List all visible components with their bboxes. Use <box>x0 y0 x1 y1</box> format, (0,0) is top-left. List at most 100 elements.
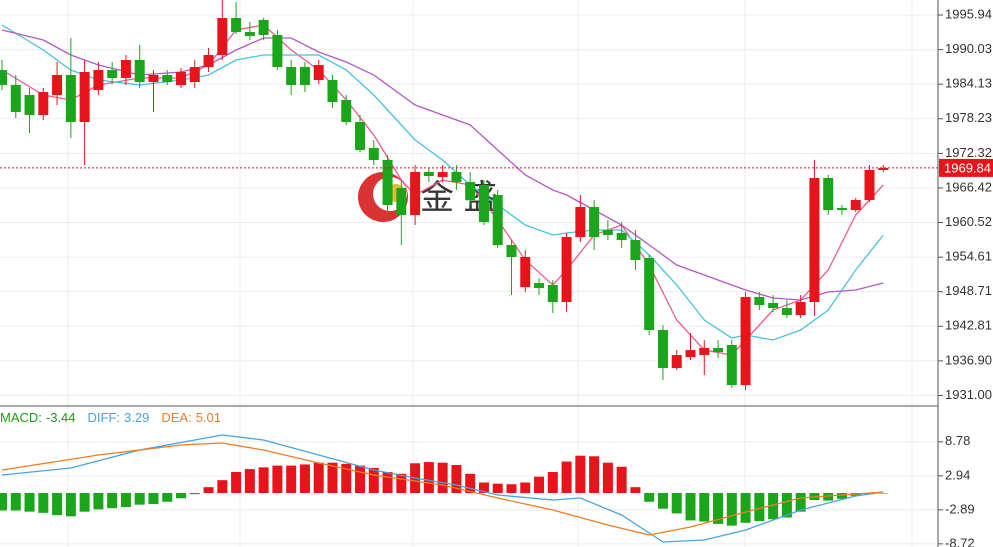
y-tick-label: 1972.32 <box>945 145 992 160</box>
candle-body <box>657 330 668 369</box>
candle-body <box>272 34 283 68</box>
candle-body <box>437 172 448 177</box>
macd-bar <box>148 493 159 505</box>
macd-bar <box>24 493 35 512</box>
macd-bar <box>79 493 90 512</box>
candle-body <box>162 74 173 83</box>
candle-body <box>410 172 421 216</box>
macd-bar <box>38 493 49 513</box>
candle-body <box>120 59 131 78</box>
candle-body <box>850 200 861 211</box>
y-tick-label: 1966.42 <box>945 179 992 194</box>
macd-bar <box>355 465 366 494</box>
macd-bar <box>561 461 572 494</box>
macd-bar <box>506 484 517 494</box>
candle-body <box>520 257 531 288</box>
macd-bar <box>740 493 751 523</box>
macd-bar <box>52 493 63 516</box>
macd-bar <box>189 493 200 495</box>
candle-body <box>10 85 21 113</box>
candle-body <box>878 167 889 171</box>
y-tick-label: 1984.13 <box>945 76 992 91</box>
candle-body <box>368 147 379 160</box>
macd-bar <box>878 493 889 494</box>
y-tick-label: -8.72 <box>945 535 975 547</box>
macd-bar <box>134 493 145 505</box>
candle-body <box>740 297 751 386</box>
candle-body <box>423 172 434 176</box>
candle-body <box>671 355 682 369</box>
candle-body <box>65 74 76 123</box>
candle-body <box>478 185 489 223</box>
macd-bar <box>272 465 283 494</box>
macd-bar <box>258 467 269 494</box>
candle-body <box>754 297 765 305</box>
candle-body <box>630 240 641 261</box>
y-tick-label: 2.94 <box>945 467 970 482</box>
macd-bar <box>437 462 448 494</box>
current-price-label: 1969.84 <box>944 160 991 175</box>
candle-body <box>148 74 159 83</box>
macd-bar <box>754 493 765 521</box>
candle-body <box>713 347 724 353</box>
candle-body <box>134 59 145 83</box>
candle-body <box>203 55 214 68</box>
legend-label: DIFF: <box>88 410 121 425</box>
macd-bar <box>93 493 104 510</box>
macd-bar <box>699 493 710 522</box>
candle-body <box>176 72 187 86</box>
candle-body <box>465 182 476 201</box>
macd-bar <box>244 469 255 494</box>
y-tick-label: 1931.00 <box>945 387 992 402</box>
indicator-line <box>1 434 884 543</box>
candle-body <box>93 70 104 90</box>
candle-body <box>79 72 90 123</box>
macd-bar <box>299 464 310 494</box>
candle-body <box>506 245 517 258</box>
candle-body <box>107 70 118 78</box>
legend-value: 3.29 <box>124 410 149 425</box>
candle-body <box>534 283 545 289</box>
macd-bar <box>726 493 737 526</box>
y-tick-label: 1942.81 <box>945 318 992 333</box>
macd-bar <box>795 493 806 512</box>
macd-bar <box>478 482 489 494</box>
macd-bar <box>616 466 627 494</box>
current-price-box <box>939 158 993 177</box>
indicator-line <box>1 442 884 536</box>
macd-bar <box>589 456 600 494</box>
candle-body <box>52 74 63 96</box>
legend-entry: DIFF: 3.29 <box>88 410 150 425</box>
candle-body <box>258 19 269 35</box>
macd-bar <box>451 465 462 494</box>
macd-bar <box>217 480 228 494</box>
y-tick-label: 1990.03 <box>945 41 992 56</box>
macd-bar <box>368 467 379 494</box>
watermark: 金 盛 <box>358 172 497 222</box>
candle-body <box>781 308 792 316</box>
candle-body <box>575 206 586 238</box>
candle-body <box>795 302 806 316</box>
axis-layer: 1995.94 1990.03 1984.13 1978.23 1972.32 1966.… <box>0 6 993 547</box>
y-tick-label: 1960.52 <box>945 214 992 229</box>
macd-bar <box>575 455 586 494</box>
candle-body <box>768 303 779 309</box>
macd-bar <box>644 493 655 502</box>
macd-bar <box>203 487 214 494</box>
candle-body <box>244 31 255 37</box>
macd-bar <box>107 493 118 509</box>
macd-bar <box>465 473 476 494</box>
candle-body <box>286 67 297 86</box>
indicator-line <box>1 29 884 301</box>
macd-bar <box>327 462 338 494</box>
legend-entry: MACD: -3.44 <box>0 410 76 425</box>
candle-body <box>492 195 503 246</box>
candle-body <box>355 122 366 151</box>
vertical-grid <box>67 0 913 547</box>
candle-body <box>38 91 49 116</box>
macd-bar <box>836 493 847 499</box>
marks-layer <box>0 0 938 543</box>
grid-layer <box>0 14 938 545</box>
macd-bar <box>176 493 187 499</box>
